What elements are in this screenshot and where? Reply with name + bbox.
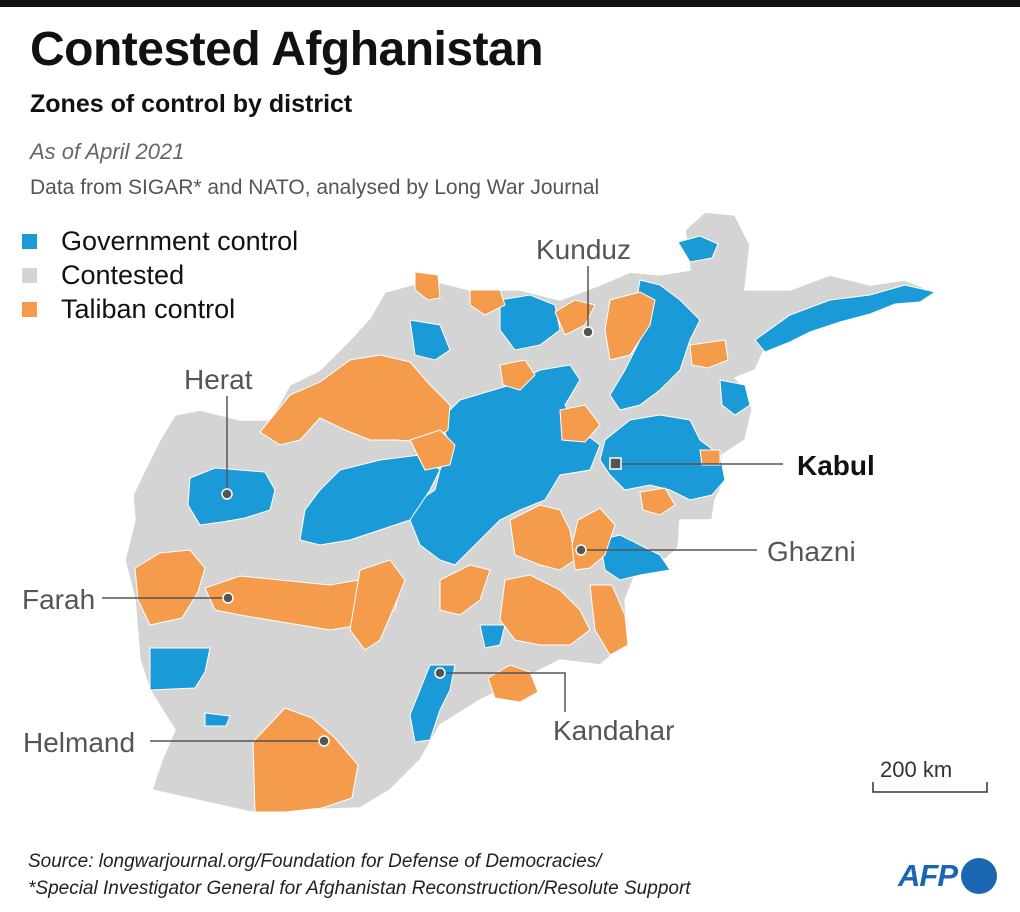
north-government-zone (499, 294, 561, 351)
central-government-zone (409, 364, 601, 566)
city-dots (221, 326, 622, 747)
badakhshan-taliban-zone (689, 339, 729, 369)
helmand-taliban-zone (252, 707, 359, 813)
kabul-marker (609, 457, 622, 470)
ghazni-government-zone (599, 534, 671, 581)
legend-label: Contested (61, 259, 185, 290)
south-central-taliban-zone (499, 574, 591, 646)
page-subtitle: Zones of control by district (30, 90, 353, 118)
logar-taliban-zone (699, 449, 721, 466)
kunduz-marker (582, 326, 594, 338)
herat-marker (221, 488, 233, 500)
badakhshan-government-zone (677, 235, 719, 263)
scale-label: 200 km (880, 757, 953, 782)
north-west-government-zone (409, 319, 451, 361)
helmand-marker (318, 735, 330, 747)
city-markers (102, 266, 783, 742)
ghazni-marker (575, 544, 587, 556)
kapisa-taliban-zone (639, 487, 676, 516)
farah-marker (222, 592, 234, 604)
north-west-taliban-zone (259, 354, 451, 446)
balkh-taliban-zone (469, 289, 506, 316)
source-note: Source: longwarjournal.org/Foundation fo… (28, 848, 691, 902)
city-label-kunduz: Kunduz (536, 234, 631, 265)
central-taliban-zone (559, 404, 601, 443)
farah-taliban-zone (134, 549, 206, 626)
zabul-taliban-zone (439, 564, 491, 616)
farah-government-zone (149, 647, 211, 691)
kabul-government-zone (599, 414, 726, 501)
paktika-taliban-zone (589, 584, 629, 656)
helmand-government-zone (204, 712, 231, 727)
jawzjan-taliban-zone (414, 271, 441, 301)
kandahar-leader-line (440, 672, 566, 712)
wakhan-government-zone (754, 284, 937, 353)
kunduz-taliban-zone (554, 299, 596, 336)
legend-item-taliban: Taliban control (22, 292, 298, 326)
page-title: Contested Afghanistan (30, 23, 544, 76)
legend-item-government: Government control (22, 224, 298, 258)
government-districts (149, 235, 937, 743)
scale-bar (872, 782, 988, 793)
city-label-kandahar: Kandahar (553, 715, 675, 746)
east-government-zone (719, 379, 751, 416)
legend-label: Government control (61, 225, 299, 256)
city-label-helmand: Helmand (23, 727, 136, 758)
north-east-government-zone (609, 279, 701, 411)
kandahar-east-taliban-zone (487, 664, 539, 703)
source-line: *Special Investigator General for Afghan… (28, 878, 691, 899)
city-label-farah: Farah (22, 584, 96, 615)
oruzgan-taliban-zone (349, 559, 406, 651)
taliban-swatch (22, 301, 37, 317)
taliban-districts (134, 271, 729, 813)
data-credit: Data from SIGAR* and NATO, analysed by L… (30, 176, 600, 199)
city-label-herat: Herat (184, 364, 253, 395)
date-note: As of April 2021 (30, 139, 185, 164)
afp-logo: AFP (898, 858, 997, 894)
city-label-ghazni: Ghazni (767, 536, 856, 567)
contested-swatch (22, 267, 37, 283)
legend-label: Taliban control (61, 293, 236, 324)
north-east-taliban-zone (604, 291, 656, 361)
source-line: Source: longwarjournal.org/Foundation fo… (28, 851, 602, 872)
baghlan-taliban-zone (499, 359, 536, 391)
afp-logo-text: AFP (898, 858, 958, 893)
city-label-kabul: Kabul (797, 450, 875, 481)
kandahar-marker (434, 667, 446, 679)
legend: Government control Contested Taliban con… (22, 224, 298, 326)
legend-item-contested: Contested (22, 258, 298, 292)
top-rule (0, 0, 1020, 7)
afp-logo-dot (961, 858, 997, 894)
government-swatch (22, 233, 37, 249)
south-east-government-zone (479, 624, 506, 649)
faryab-taliban-zone (409, 429, 456, 471)
